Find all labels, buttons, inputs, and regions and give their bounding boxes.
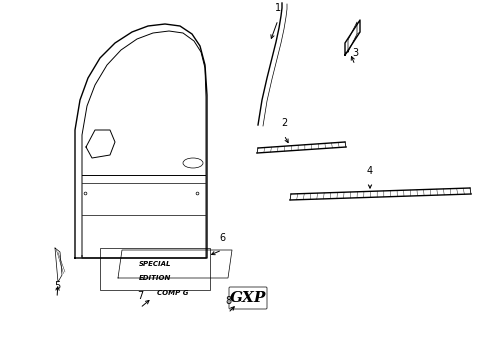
Text: 7: 7: [137, 291, 143, 301]
Bar: [100, 248, 209, 290]
Text: 4: 4: [366, 166, 372, 176]
Text: 5: 5: [54, 281, 60, 291]
Text: GXP: GXP: [229, 291, 265, 305]
Text: 6: 6: [219, 233, 224, 243]
Text: COMP G: COMP G: [157, 290, 188, 296]
Text: 1: 1: [274, 3, 281, 13]
Text: 8: 8: [224, 296, 231, 306]
Text: 2: 2: [280, 118, 286, 128]
Text: EDITION: EDITION: [139, 275, 171, 281]
Text: 3: 3: [351, 48, 357, 58]
Text: SPECIAL: SPECIAL: [139, 261, 171, 267]
